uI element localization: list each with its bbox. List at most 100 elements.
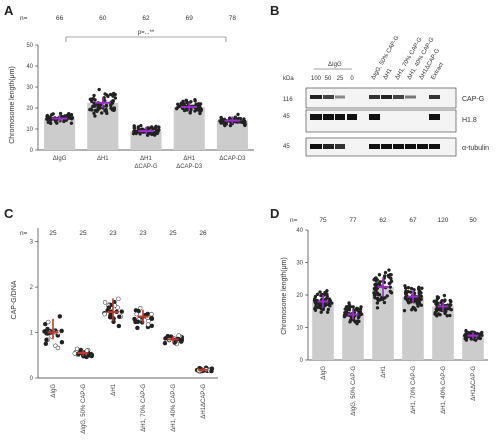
panel-d-point-5-47 (469, 337, 474, 341)
panel-a-letter: A (4, 3, 14, 18)
panel-d-point-4-57 (438, 307, 442, 311)
panel-a-point-1-46 (110, 108, 115, 112)
panel-d-n-2: 62 (379, 217, 387, 224)
panel-c-cat-2: ΔH1 (111, 383, 117, 395)
titration-label-100: 100 (311, 76, 322, 82)
h18-band-lane10 (429, 114, 440, 120)
panel-d-ylabel: Chromosome length(μm) (281, 257, 288, 335)
panel-a-point-4-41 (233, 115, 238, 119)
panel-d-cat-4: ΔH1, 40% CAP-G (441, 366, 447, 414)
panel-d-point-2-58 (383, 296, 387, 300)
panel-a-point-1-57 (97, 106, 102, 110)
capg-band-lane3 (335, 95, 345, 99)
capg-band-lane1 (310, 95, 322, 99)
panel-d-point-4-58 (448, 299, 453, 304)
panel-a-point-1-14 (92, 111, 96, 115)
panel-a-point-3-36 (198, 111, 202, 116)
tub-band-6 (381, 144, 392, 149)
tub-band-1 (310, 144, 322, 149)
panel-c-n-0: 25 (49, 230, 57, 237)
panel-d-point-0-48 (316, 305, 320, 310)
panel-a-point-3-55 (198, 105, 202, 110)
panel-c-letter: C (4, 206, 14, 221)
panel-d-n-4: 120 (438, 217, 449, 224)
panel-d-n-0: 75 (319, 217, 327, 224)
panel-d-point-0-55 (325, 310, 330, 314)
band-label-capg: CAP-G (462, 96, 484, 103)
panel-d-point-5-30 (464, 338, 469, 342)
panel-a-point-0-57 (64, 114, 69, 118)
panel-d-n-1: 77 (349, 217, 357, 224)
panel-a-point-0-12 (69, 121, 74, 125)
panel-c-point-2-6 (116, 296, 121, 302)
panel-a-ytick-label-2: 20 (26, 106, 33, 112)
panel-a-point-1-44 (111, 99, 115, 103)
panel-d-point-0-58 (317, 302, 321, 306)
panel-c-point-3-16 (135, 325, 140, 331)
panel-d-bar-2 (372, 286, 394, 360)
panel-d-n-3: 67 (409, 217, 417, 224)
panel-a-point-2-59 (155, 131, 159, 135)
tub-band-10 (429, 144, 440, 149)
panel-c-point-3-19 (132, 316, 137, 322)
panel-d-point-0-59 (313, 308, 318, 312)
panel-a-ytick-label-3: 30 (26, 85, 33, 91)
panel-d-point-3-59 (419, 294, 424, 299)
panel-d-point-2-21 (387, 275, 391, 279)
capg-bands (310, 95, 440, 99)
panel-a-ytick-label-4: 40 (26, 64, 33, 70)
panel-b-letter: B (270, 3, 279, 18)
panel-a-point-0-53 (69, 115, 73, 119)
panel-a-point-0-54 (45, 113, 50, 118)
panel-c-point-2-8 (119, 309, 125, 314)
panel-d-point-4-51 (439, 300, 443, 305)
panel-a-point-4-48 (242, 118, 246, 123)
panel-c-point-3-18 (145, 322, 151, 327)
panel-a-point-4-26 (236, 112, 240, 117)
panel-d-point-1-55 (344, 313, 349, 317)
panel-d-point-2-38 (388, 285, 393, 289)
panel-c-n-5: 26 (199, 230, 207, 237)
panel-c-point-2-19 (106, 305, 112, 310)
panel-a-point-1-54 (99, 111, 104, 115)
panel-d-point-1-56 (345, 305, 349, 309)
capg-band-lane5 (369, 95, 380, 99)
panel-c-cat-5: ΔH1ΔCAP-G (201, 384, 207, 419)
panel-d-point-2-53 (376, 298, 381, 303)
panel-a-point-1-55 (92, 93, 96, 98)
panel-a-point-1-38 (103, 109, 107, 113)
panel-a-sig-label: p=...** (138, 30, 155, 36)
panel-a-point-1-39 (104, 103, 109, 108)
panel-c-point-0-6 (55, 345, 61, 351)
panel-d-n-5: 50 (469, 217, 477, 224)
panel-c-point-0-2 (59, 339, 65, 345)
panel-a-point-1-48 (88, 97, 93, 102)
panel-c-n-prefix: n= (20, 230, 28, 237)
panel-c-point-0-12 (45, 319, 51, 325)
panel-a-point-3-42 (176, 102, 180, 106)
panel-d-cat-2: ΔH1 (381, 365, 387, 377)
panel-a-point-3-53 (193, 99, 197, 103)
panel-a-cat-3: ΔH1 ΔCAP-D3 (176, 156, 203, 170)
panel-d-point-1-58 (359, 305, 363, 309)
panel-a-point-2-45 (132, 124, 136, 128)
panel-a-point-1-49 (103, 92, 107, 96)
panel-c-n-3: 23 (139, 230, 147, 237)
lane-labels: ΔIgG, 50% CAP-G ΔH1 ΔH1, 70% CAP-G ΔH1, … (371, 35, 446, 81)
panel-a-point-2-49 (139, 123, 143, 128)
panel-a-point-0-51 (48, 118, 53, 123)
panel-a-ytick-label-1: 10 (26, 127, 33, 133)
panel-d-point-4-12 (435, 314, 439, 318)
panel-a-n-0: 66 (56, 15, 64, 22)
panel-d-point-4-17 (438, 312, 442, 317)
capg-band-lane7 (393, 95, 404, 99)
panel-d-point-4-2 (442, 293, 447, 298)
panel-d-point-2-56 (383, 270, 388, 275)
panel-c-n-1: 25 (79, 230, 87, 237)
band-label-tubulin: α-tubulin (462, 145, 489, 152)
panel-d-letter: D (270, 206, 279, 221)
panel-d-bar-1 (342, 314, 364, 360)
panel-d-point-0-6 (315, 292, 320, 297)
panel-d-ytick-label-0: 0 (300, 358, 304, 364)
